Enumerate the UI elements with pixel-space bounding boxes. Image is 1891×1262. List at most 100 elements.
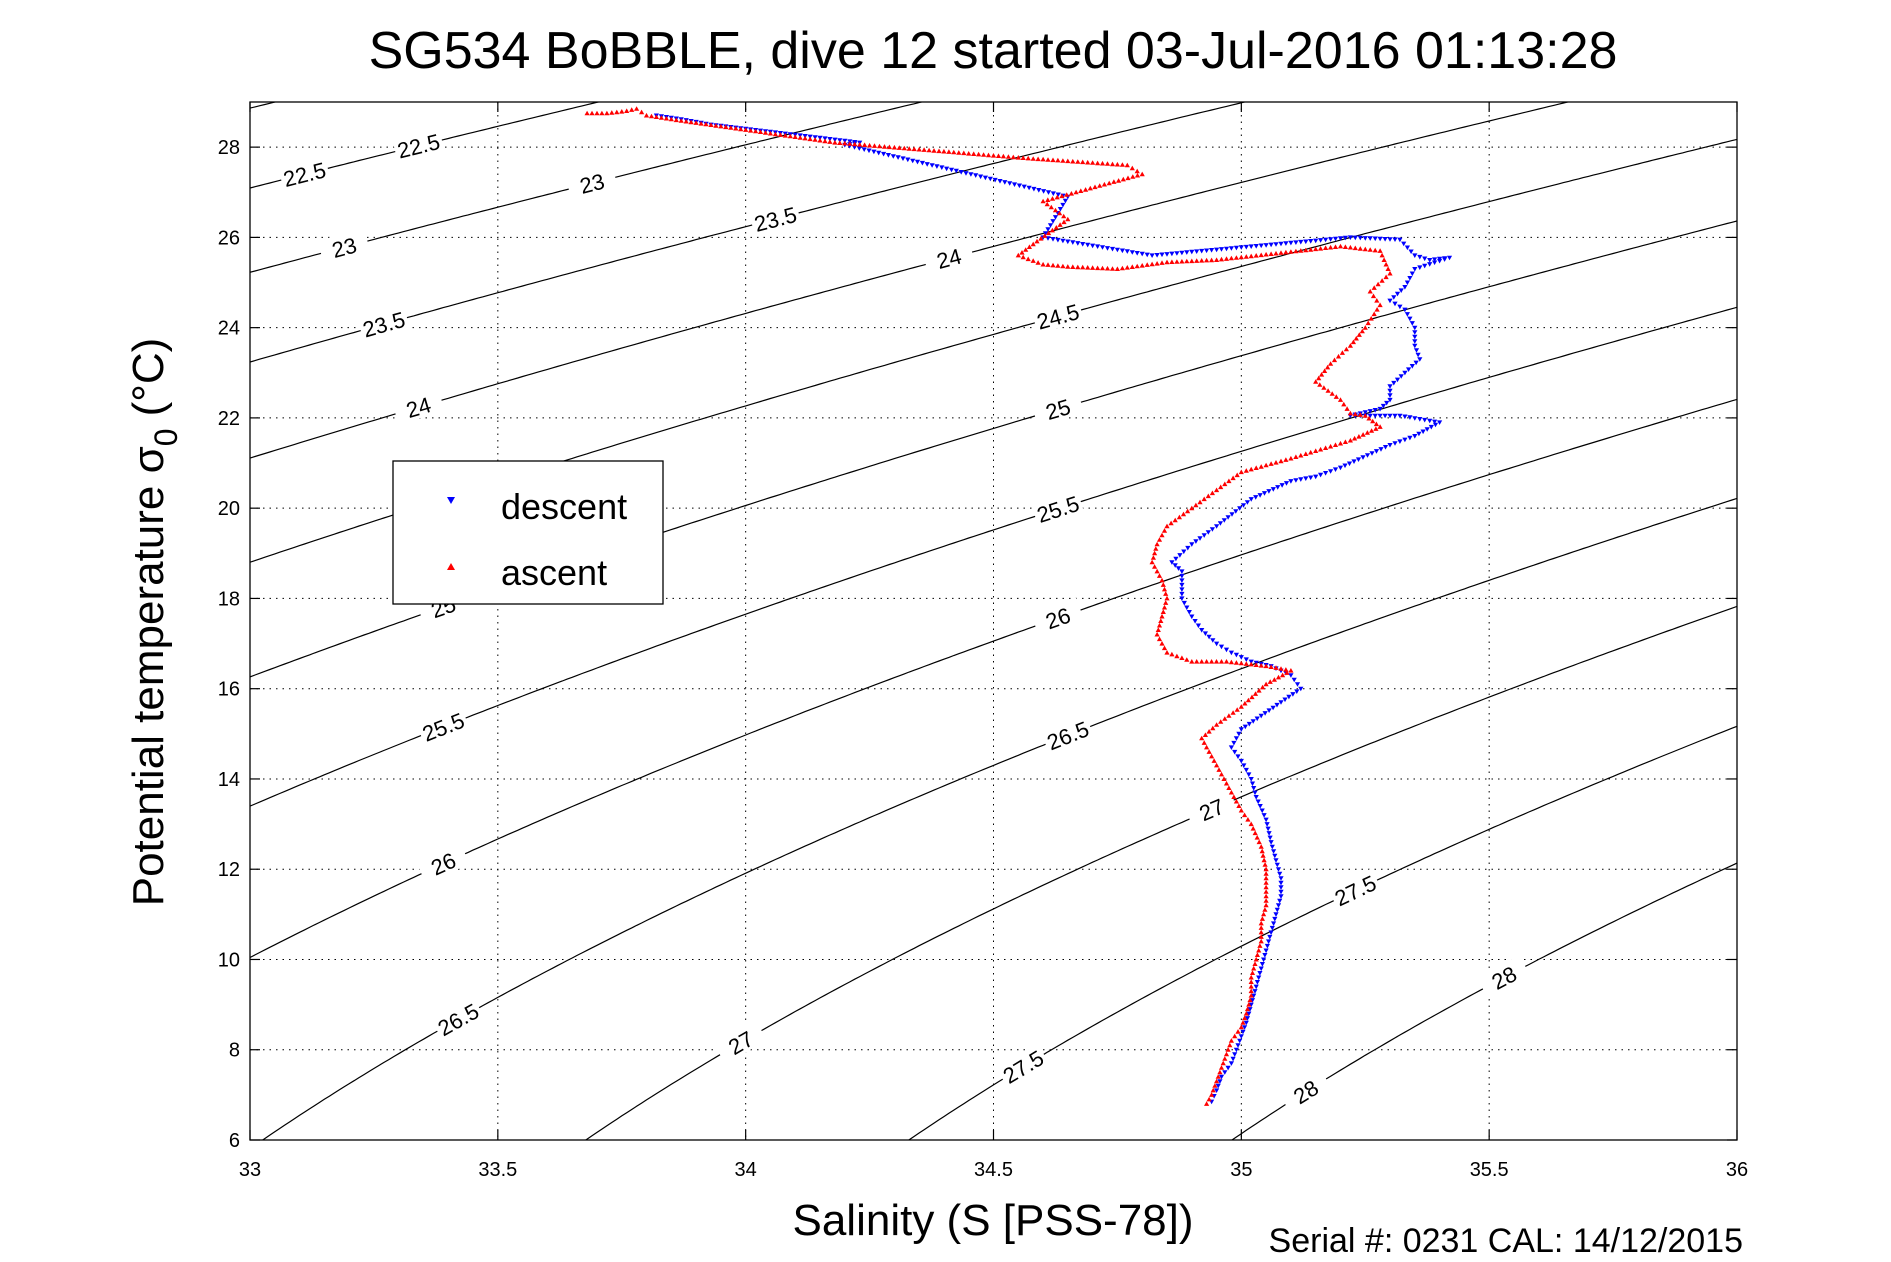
descent-point [1364,453,1371,458]
descent-point [1065,239,1071,245]
ascent-point [1202,732,1208,737]
ascent-point [1232,1033,1238,1039]
descent-point [1164,252,1170,257]
ascent-point [688,119,694,125]
descent-point [978,174,984,180]
ascent-point [1204,744,1210,750]
ascent-point [881,144,888,149]
descent-point [1318,238,1324,243]
contour-label-background [1184,788,1238,830]
ascent-point [1283,457,1289,462]
descent-point [1402,414,1408,420]
ascent-point [1362,325,1368,330]
ascent-point [1049,227,1055,233]
ascent-point [787,133,793,139]
descent-point [1271,921,1277,926]
descent-point [1179,591,1185,597]
descent-point [1085,242,1091,248]
ascent-point [1218,719,1224,724]
descent-point [1291,677,1297,683]
y-tick-label: 28 [218,137,240,159]
ascent-point [1273,250,1279,256]
contour-label-background [357,305,410,342]
ascent-point [1263,462,1269,468]
ascent-point [1263,251,1269,257]
ascent-point [1243,661,1249,666]
descent-point [1278,700,1284,705]
descent-point [1293,240,1299,245]
ascent-point [1152,564,1158,569]
descent-point [1237,1038,1243,1044]
ascent-point [1260,853,1266,858]
descent-point [968,172,974,177]
ascent-point [1271,677,1277,682]
ascent-point [857,142,863,147]
ascent-point [1258,929,1264,935]
ascent-point [1134,168,1140,174]
descent-point [1251,786,1257,791]
density-contour-line [907,725,1737,1140]
ascent-point [1217,1069,1223,1075]
descent-point [1266,708,1272,713]
ascent-point [1230,475,1236,481]
ascent-point [1010,154,1016,160]
descent-point [1392,441,1398,446]
descent-point [1263,243,1269,248]
descent-point [1261,813,1267,818]
ascent-point [817,137,823,143]
descent-point [1347,235,1353,240]
ascent-point [1246,1002,1252,1007]
descent-point [1179,569,1185,574]
ascent-point [1357,246,1363,251]
ascent-point [1211,758,1217,763]
descent-point [1218,1074,1225,1080]
ascent-point [1335,353,1342,359]
ascent-point [1040,198,1046,204]
descent-point [1233,736,1239,741]
descent-point [1412,267,1418,272]
ascent-point [1193,502,1199,508]
ascent-point [1065,264,1071,269]
ascent-point [1065,158,1071,164]
descent-point [1248,777,1254,782]
ascent-point [1228,1038,1234,1043]
ascent-point [653,114,659,119]
ascent-point [1057,222,1063,227]
contour-label-background [392,127,445,163]
ascent-point [1201,740,1207,745]
ascent-point [1347,437,1353,443]
descent-point [1222,1070,1228,1075]
descent-point [1323,471,1329,476]
descent-point [1237,506,1243,511]
descent-point [1204,248,1210,254]
ascent-point [1253,662,1259,667]
ascent-point [1061,219,1067,225]
ascent-point [1257,943,1263,948]
ascent-point [1258,934,1264,939]
ascent-point [1057,210,1063,216]
ascent-point [1259,916,1265,921]
descent-point [1179,596,1185,601]
ascent-point [1214,1078,1220,1084]
descent-point [1407,316,1413,322]
descent-point [1427,258,1433,263]
ascent-point [1104,265,1111,271]
ascent-point [1230,710,1236,715]
ascent-point [1194,258,1200,263]
ascent-point [1248,821,1254,827]
ascent-point [995,153,1002,158]
ascent-point [1293,248,1299,254]
ascent-point [1179,655,1185,660]
ascent-point [1120,176,1126,182]
descent-point [1401,241,1407,247]
ascent-point [1080,159,1086,165]
descent-point [1248,497,1254,502]
y-tick-label: 24 [218,318,240,340]
legend-ascent-label: ascent [501,552,607,593]
descent-point [876,150,882,156]
ascent-point [1374,298,1380,303]
ascent-point [1263,681,1269,687]
ascent-point [1261,911,1267,917]
contour-label-background [430,996,485,1041]
ascent-point [1275,674,1282,680]
